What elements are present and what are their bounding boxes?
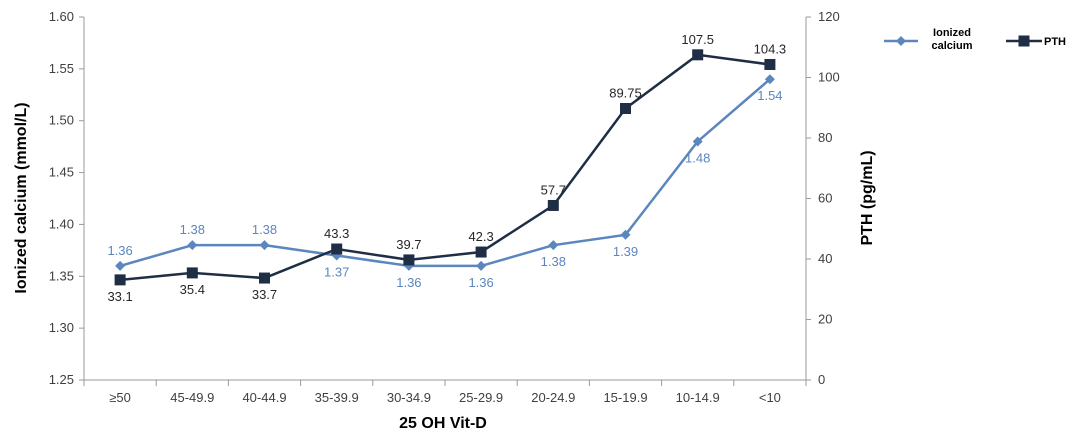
pth-point [259, 272, 270, 284]
ionized-calcium-point [259, 240, 270, 251]
left-tick-label: 1.55 [49, 61, 74, 76]
legend-marker-ionized-calcium [896, 36, 906, 46]
left-tick-label: 1.50 [49, 113, 74, 128]
ionized-calcium-point [187, 240, 198, 251]
left-tick-label: 1.40 [49, 216, 74, 231]
ionized-calcium-point [764, 74, 775, 85]
right-tick-label: 0 [818, 372, 825, 387]
plot-frame [83, 17, 807, 381]
pth-data-label: 33.1 [107, 289, 132, 304]
pth-point [547, 199, 559, 211]
pth-point [692, 49, 704, 61]
legend-marker-pth [1018, 35, 1030, 47]
pth-data-label: 42.3 [468, 229, 493, 244]
right-tick-label: 120 [818, 9, 840, 24]
pth-data-label: 39.7 [396, 237, 421, 252]
pth-series: 33.1 35.4 33.7 43.3 39.7 42.3 57.7 89.75 107.5 10… [107, 32, 786, 304]
ionized-calcium-data-label: 1.38 [180, 222, 205, 237]
ionized-calcium-data-label: 1.38 [252, 222, 277, 237]
ionized-calcium-data-label: 1.38 [541, 254, 566, 269]
ionized-calcium-point [476, 260, 487, 271]
ionized-calcium-data-label: 1.37 [324, 265, 349, 280]
x-axis: ≥50 45-49.9 40-44.9 35-39.9 30-34.9 25-29.9 20… [83, 380, 807, 405]
ionized-calcium-series: 1.36 1.38 1.38 1.37 1.36 1.36 1.38 1.39 1.48 1.54 [107, 74, 783, 290]
ionized-calcium-data-label: 1.36 [396, 275, 421, 290]
left-tick-label: 1.25 [49, 372, 74, 387]
x-tick-label: 10-14.9 [676, 390, 720, 405]
pth-data-label: 33.7 [252, 287, 277, 302]
ionized-calcium-data-label: 1.36 [468, 275, 493, 290]
x-tick-label: 35-39.9 [315, 390, 359, 405]
right-tick-label: 20 [818, 312, 832, 327]
left-axis-title: Ionized calcium (mmol/L) [13, 102, 30, 293]
right-axis-title: PTH (pg/mL) [859, 150, 876, 245]
pth-data-label: 107.5 [681, 32, 714, 47]
ionized-calcium-data-label: 1.54 [757, 88, 782, 103]
x-tick-label: 25-29.9 [459, 390, 503, 405]
left-tick-label: 1.35 [49, 268, 74, 283]
ionized-calcium-point [548, 240, 559, 251]
ionized-calcium-line [119, 78, 771, 268]
left-tick-label: 1.60 [49, 9, 74, 24]
ionized-calcium-data-label: 1.39 [613, 244, 638, 259]
series-layer: 1.36 1.38 1.38 1.37 1.36 1.36 1.38 1.39 1.48 1.54… [107, 32, 786, 304]
x-tick-label: ≥50 [109, 390, 131, 405]
pth-point [620, 103, 631, 115]
pth-data-label: 35.4 [180, 282, 205, 297]
pth-point [186, 267, 198, 279]
right-tick-label: 100 [818, 70, 840, 85]
pth-data-label: 43.3 [324, 226, 349, 241]
pth-point [114, 274, 126, 286]
left-y-axis: 1.25 1.30 1.35 1.40 1.45 1.50 1.55 1.60 [49, 9, 84, 387]
right-tick-label: 60 [818, 191, 832, 206]
left-tick-label: 1.45 [49, 165, 74, 180]
right-tick-label: 80 [818, 130, 832, 145]
pth-data-label: 57.7 [541, 182, 566, 197]
legend-label-ionized-calcium: calcium [932, 40, 973, 52]
ionized-calcium-point [115, 260, 126, 271]
x-tick-label: 30-34.9 [387, 390, 431, 405]
pth-point [764, 58, 776, 70]
ionized-calcium-point [620, 229, 631, 240]
x-axis-title: 25 OH Vit-D [399, 415, 487, 432]
right-tick-label: 40 [818, 251, 832, 266]
left-tick-label: 1.30 [49, 320, 74, 335]
pth-point [403, 254, 415, 266]
legend-label-pth: PTH [1044, 36, 1066, 48]
legend-label-ionized-calcium: Ionized [933, 27, 971, 39]
x-tick-label: 20-24.9 [531, 390, 575, 405]
x-tick-label: <10 [759, 390, 781, 405]
pth-data-label: 104.3 [754, 41, 787, 56]
pth-point [331, 243, 343, 255]
pth-data-label: 89.75 [609, 86, 642, 101]
pth-point [475, 246, 487, 258]
x-tick-label: 40-44.9 [242, 390, 286, 405]
right-y-axis: 0 20 40 60 80 100 120 [806, 9, 840, 387]
ionized-calcium-data-label: 1.36 [107, 243, 132, 258]
ionized-calcium-data-label: 1.48 [685, 150, 710, 165]
ionized-calcium-point [692, 136, 703, 147]
pth-line [119, 53, 771, 282]
x-tick-label: 15-19.9 [603, 390, 647, 405]
x-tick-label: 45-49.9 [170, 390, 214, 405]
